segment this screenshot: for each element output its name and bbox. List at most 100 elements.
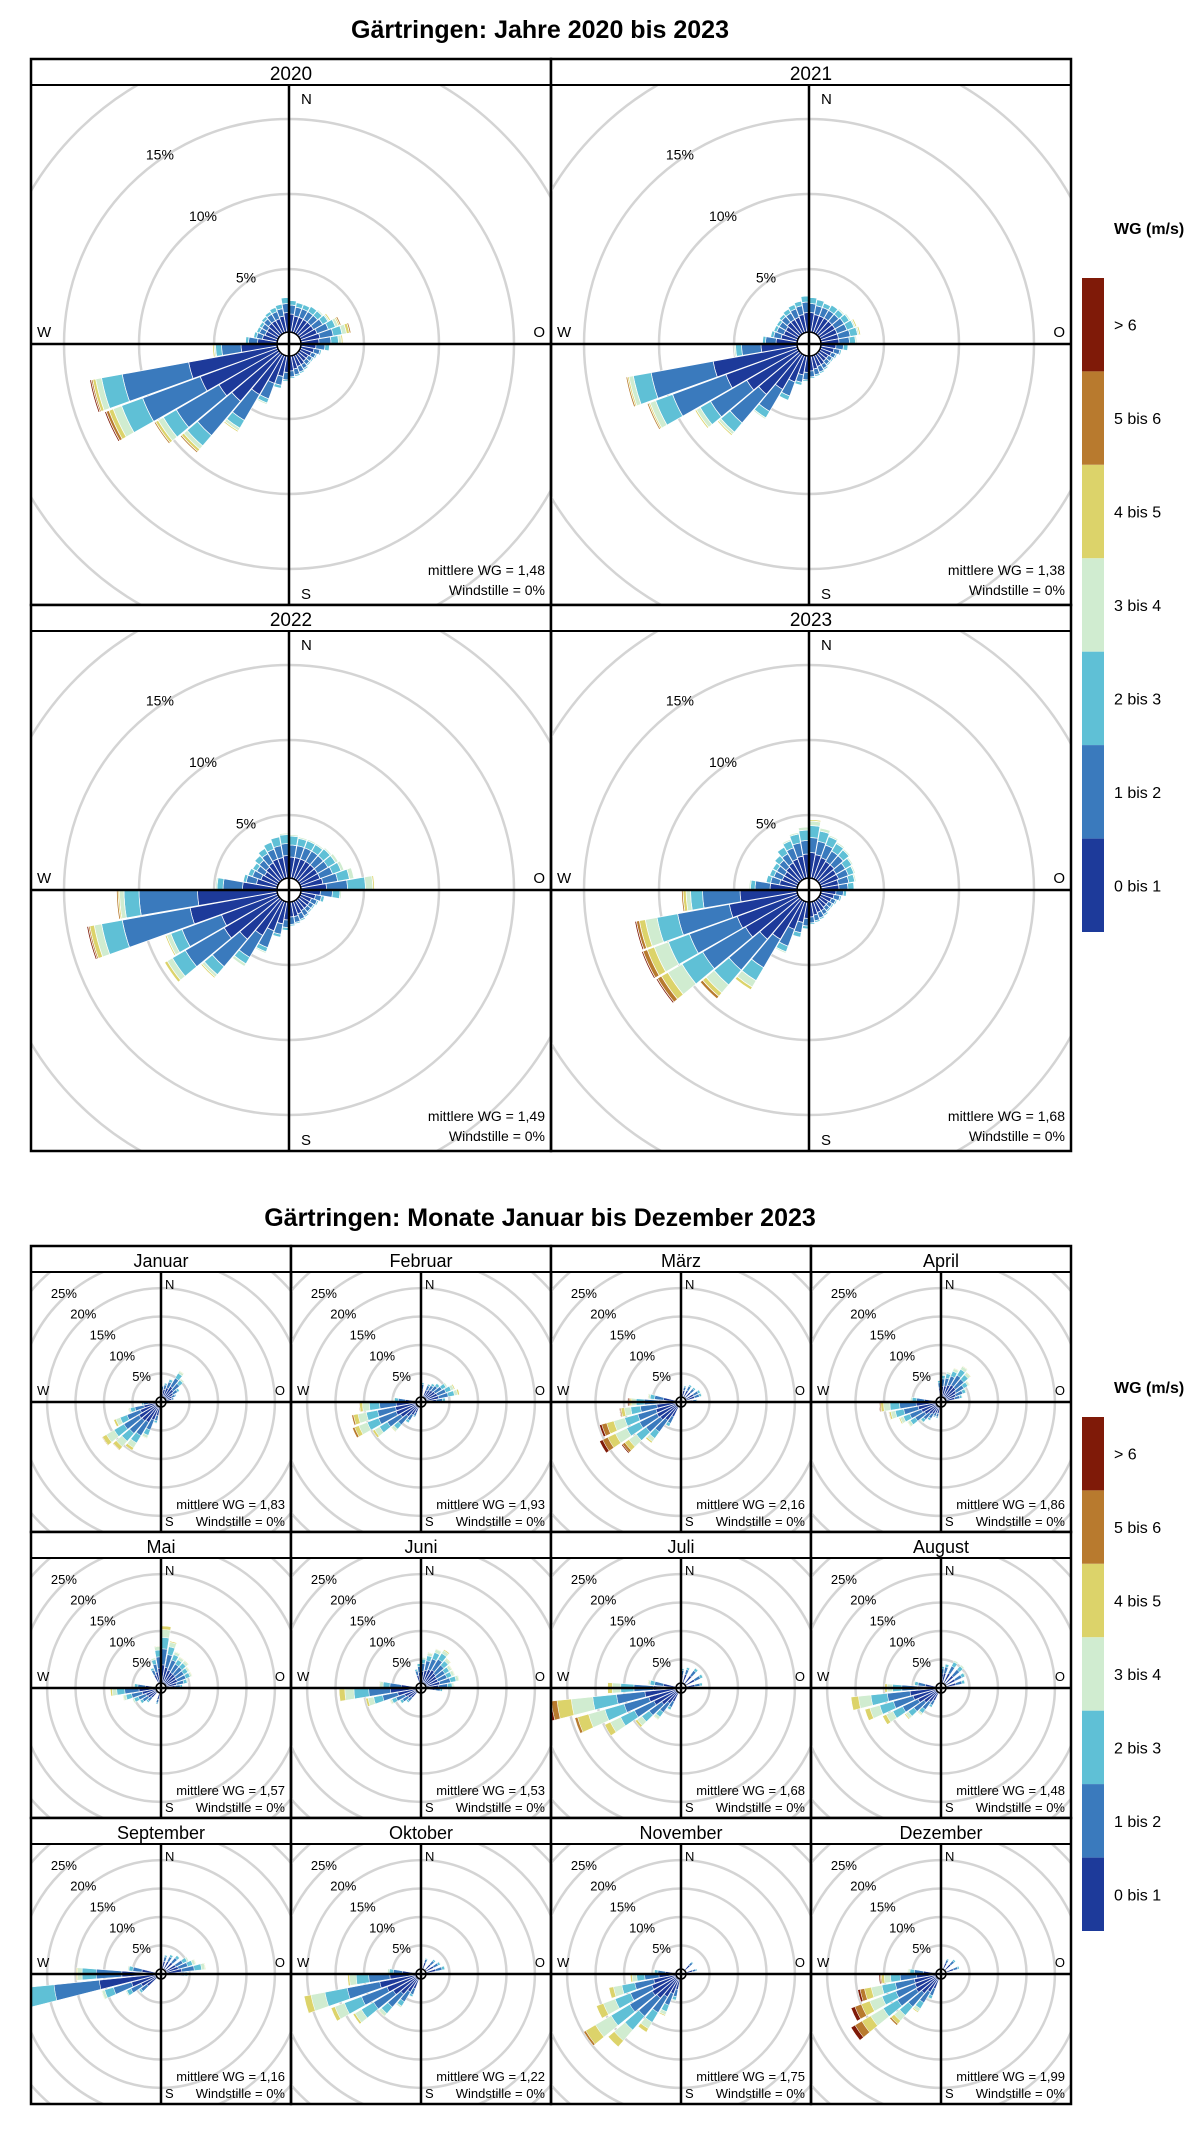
ring-label: 15% [610, 1614, 636, 1629]
ring-label: 25% [571, 1858, 597, 1873]
rose-segment [363, 875, 374, 891]
rose-segment [272, 931, 282, 938]
calm-percentage: Windstille = 0% [976, 1800, 1066, 1815]
ring-label: 5% [756, 816, 776, 832]
ring-label: 10% [369, 1634, 395, 1649]
direction-label-o: O [535, 1669, 545, 1684]
compass-axes [811, 1558, 1071, 1818]
rose-segment [634, 1719, 643, 1728]
rose-segment [882, 1714, 892, 1725]
direction-label-s: S [165, 1800, 174, 1815]
compass-axes [291, 1272, 551, 1532]
direction-label-s: S [685, 1800, 694, 1815]
rose-segment [164, 1954, 168, 1958]
rose-segment [329, 335, 339, 345]
panel-title: August [913, 1537, 969, 1557]
legend-label: 2 bis 3 [1114, 1740, 1161, 1757]
direction-label-s: S [685, 2086, 694, 2101]
rose-segment [215, 877, 219, 891]
rose-segment [256, 398, 268, 405]
rose-segment [752, 409, 767, 420]
rose-segment [288, 835, 299, 847]
rose-segment [351, 1414, 357, 1426]
rose-segment [314, 842, 324, 851]
direction-label-o: O [533, 870, 545, 887]
ring-label: 10% [109, 1348, 135, 1363]
rose-segment [683, 1385, 687, 1388]
direction-label-o: O [1055, 1669, 1065, 1684]
ring-label: 25% [311, 1286, 337, 1301]
rose-segment [395, 2002, 403, 2009]
legend-title: WG (m/s) [1114, 1380, 1184, 1397]
direction-label-o: O [275, 1955, 285, 1970]
panel-title: 2021 [790, 64, 832, 85]
ring-label: 15% [870, 1328, 896, 1343]
calm-percentage: Windstille = 0% [969, 1128, 1065, 1144]
rose-segment [422, 1962, 427, 1970]
rose-segment [700, 1392, 703, 1397]
rose-segment [163, 1956, 168, 1963]
rose-segment [932, 1414, 936, 1418]
direction-label-w: W [37, 1383, 50, 1398]
rose-segment [953, 1367, 960, 1372]
windrose-panel: N S W O 5% 10% 15% 20% 25% mittlere WG = 1,86 Wind… [809, 1244, 1073, 1534]
rose-segment [848, 335, 856, 345]
direction-label-s: S [301, 586, 311, 603]
direction-label-s: S [165, 2086, 174, 2101]
rose-segment [179, 434, 199, 454]
panel-title: März [661, 1251, 701, 1271]
rose-segment [798, 829, 810, 842]
ring-label: 25% [831, 1572, 857, 1587]
panel-title: Juli [667, 1537, 694, 1557]
ring-label: 25% [831, 1286, 857, 1301]
rose-segment [794, 380, 803, 386]
ring-label: 15% [870, 1900, 896, 1915]
rose-segment [946, 1371, 952, 1376]
rose-segment [850, 2006, 861, 2022]
rose-segment [844, 312, 851, 322]
rose-segment [247, 867, 256, 877]
rose-segment [369, 1402, 381, 1411]
windrose-panel: N S W O 5% 10% 15% mittlere WG = 1,68 Windstille… [549, 603, 1073, 1153]
legend-swatch [1082, 1710, 1104, 1785]
rose-segment [141, 1435, 148, 1439]
rose-segment [307, 305, 318, 316]
rose-segment [960, 1394, 963, 1399]
rose-segment [889, 2016, 899, 2026]
rose-segment [242, 873, 249, 883]
section-title-months: Gärtringen: Monate Januar bis Dezember 2… [264, 1204, 816, 1232]
ring-label: 15% [610, 1900, 636, 1915]
rose-segment [424, 1957, 429, 1961]
ring-label: 5% [652, 1655, 671, 1670]
rose-segment [382, 1681, 391, 1688]
direction-label-n: N [945, 1277, 954, 1292]
rose-segment [850, 864, 856, 874]
rose-segment [185, 1678, 189, 1684]
rose-segment [362, 1402, 371, 1412]
rose-segment [153, 421, 171, 445]
rose-segment [800, 295, 810, 304]
direction-label-o: O [275, 1383, 285, 1398]
rose-segment [637, 2022, 649, 2033]
ring-label: 25% [51, 1286, 77, 1301]
calm-percentage: Windstille = 0% [456, 2086, 546, 2101]
rose-segment [608, 1986, 617, 1999]
rose-segment [828, 834, 839, 841]
rose-segment [645, 1436, 653, 1444]
mean-wind-speed: mittlere WG = 1,38 [948, 562, 1065, 578]
ring-label: 5% [132, 1369, 151, 1384]
mean-wind-speed: mittlere WG = 1,68 [948, 1108, 1065, 1124]
rose-segment [438, 1961, 442, 1966]
legend-swatch [1082, 558, 1104, 652]
windrose-panel: N S W O 5% 10% 15% mittlere WG = 1,49 Windstille… [29, 603, 553, 1153]
legend-bottom: WG (m/s) > 6 5 bis 6 4 bis 5 3 bis 4 2 bis 3… [1082, 1380, 1184, 1931]
rose-segment [31, 2001, 33, 2008]
rose-segment [599, 1439, 610, 1454]
rose-segment [604, 1721, 617, 1737]
direction-label-n: N [821, 637, 832, 654]
direction-label-w: W [297, 1669, 310, 1684]
ring-label: 5% [392, 1369, 411, 1384]
direction-label-w: W [37, 1669, 50, 1684]
ring-label: 10% [709, 754, 737, 770]
ring-label: 20% [590, 1307, 616, 1322]
